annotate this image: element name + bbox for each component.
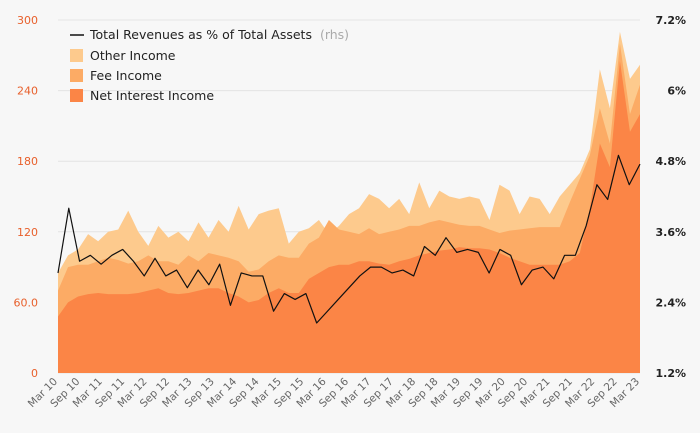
legend-fee-label: Fee Income xyxy=(90,68,162,83)
right-tick-label: 2.4% xyxy=(655,296,686,309)
left-tick-label: 240 xyxy=(17,85,38,98)
left-tick-label: 0 xyxy=(31,367,38,380)
legend-line-note: (rhs) xyxy=(320,27,349,42)
right-tick-label: 4.8% xyxy=(655,155,686,168)
left-tick-label: 300 xyxy=(17,14,38,27)
right-tick-label: 6% xyxy=(667,85,686,98)
stacked-areas xyxy=(58,31,640,374)
legend-other-swatch xyxy=(70,49,83,62)
legend: Total Revenues as % of Total Assets (rhs… xyxy=(70,27,349,103)
right-tick-label: 3.6% xyxy=(655,226,686,239)
left-axis-ticks: 0 60.0 120 180 240 300 xyxy=(14,14,39,380)
left-tick-label: 60.0 xyxy=(14,296,39,309)
area-net-interest-income xyxy=(58,61,640,374)
right-axis-ticks: 1.2% 2.4% 3.6% 4.8% 6% 7.2% xyxy=(655,14,686,380)
left-tick-label: 120 xyxy=(17,226,38,239)
legend-nii-label: Net Interest Income xyxy=(90,88,214,103)
legend-nii-swatch xyxy=(70,89,83,102)
legend-line-label: Total Revenues as % of Total Assets (rhs… xyxy=(89,27,349,42)
legend-other-label: Other Income xyxy=(90,48,176,63)
revenue-ratio-line xyxy=(57,154,641,324)
right-tick-label: 1.2% xyxy=(655,367,686,380)
legend-fee-swatch xyxy=(70,69,83,82)
line-total-revenues-pct xyxy=(57,154,641,324)
left-tick-label: 180 xyxy=(17,155,38,168)
right-tick-label: 7.2% xyxy=(655,14,686,27)
